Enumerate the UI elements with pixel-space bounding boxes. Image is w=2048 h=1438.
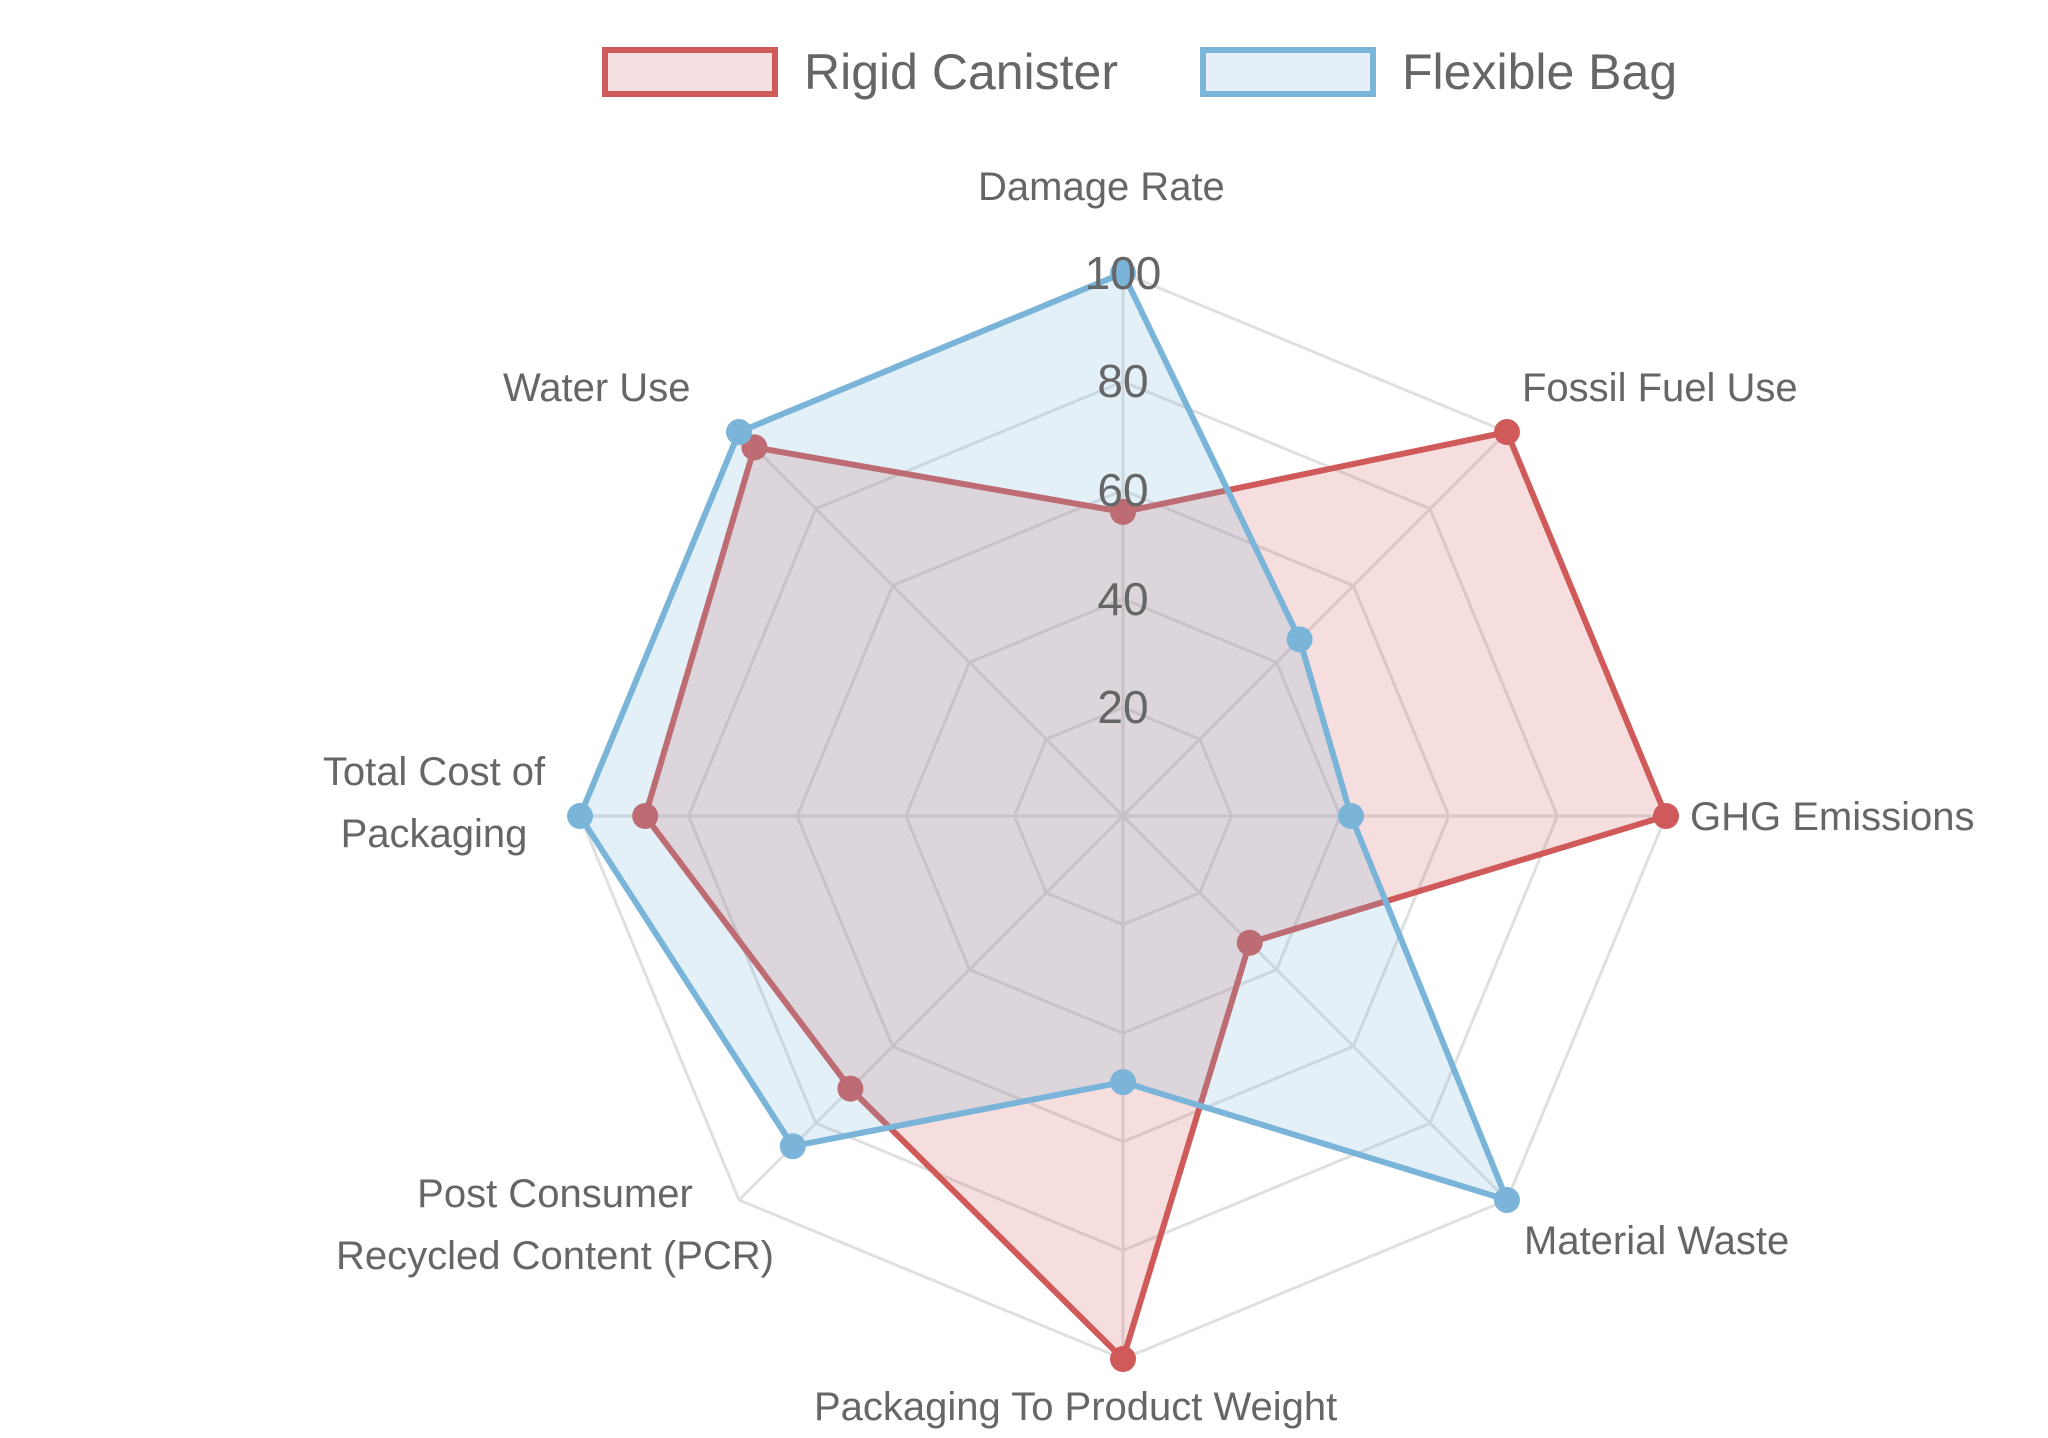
legend-item-flexible-bag[interactable]: Flexible Bag xyxy=(1200,43,1677,101)
data-point-flexible-bag[interactable] xyxy=(726,419,753,446)
data-point-flexible-bag[interactable] xyxy=(1110,260,1136,286)
data-point-flexible-bag[interactable] xyxy=(779,1133,806,1160)
data-point-rigid-canister[interactable] xyxy=(1110,498,1136,525)
grid-spoke xyxy=(737,814,1125,1202)
axis-label-water-use: Water Use xyxy=(503,366,691,410)
data-point-rigid-canister[interactable] xyxy=(837,1075,864,1102)
axis-label-total-cost-line2: Packaging xyxy=(340,812,528,856)
data-point-flexible-bag[interactable] xyxy=(567,803,593,829)
axis-label-packaging-to-product-weight: Packaging To Product Weight xyxy=(814,1385,1338,1429)
grid-spoke xyxy=(1121,814,1509,1202)
data-point-flexible-bag[interactable] xyxy=(1493,1186,1520,1213)
axis-label-fossil-fuel-use: Fossil Fuel Use xyxy=(1522,366,1798,410)
data-point-rigid-canister[interactable] xyxy=(1493,419,1520,446)
tick-label-40: 40 xyxy=(1097,573,1149,625)
data-point-rigid-canister[interactable] xyxy=(632,803,659,829)
axis-label-pcr-line1: Post Consumer xyxy=(417,1172,693,1216)
legend-item-rigid-canister[interactable]: Rigid Canister xyxy=(602,43,1118,101)
legend-swatch-flexible-bag xyxy=(1200,47,1376,97)
tick-label-20: 20 xyxy=(1097,681,1149,733)
data-point-flexible-bag[interactable] xyxy=(1338,803,1365,829)
series-flexible-bag xyxy=(567,260,1520,1213)
tick-label-60: 60 xyxy=(1097,464,1149,516)
data-point-rigid-canister[interactable] xyxy=(1236,929,1263,956)
data-point-flexible-bag[interactable] xyxy=(1286,626,1313,653)
axis-label-total-cost-line1: Total Cost of xyxy=(322,750,546,794)
axis-label-material-waste: Material Waste xyxy=(1524,1219,1790,1263)
legend-label: Flexible Bag xyxy=(1402,44,1678,100)
chart-legend: Rigid Canister Flexible Bag xyxy=(0,43,2048,101)
axis-label-damage-rate: Damage Rate xyxy=(978,165,1225,209)
grid-spoke xyxy=(737,430,1125,818)
grid-spoke xyxy=(1121,430,1509,818)
legend-label: Rigid Canister xyxy=(804,44,1119,100)
data-point-rigid-canister[interactable] xyxy=(1653,803,1679,829)
axis-label-ghg-emissions: GHG Emissions xyxy=(1690,795,1975,839)
data-point-flexible-bag[interactable] xyxy=(1110,1069,1136,1096)
axis-label-pcr-line2: Recycled Content (PCR) xyxy=(336,1234,774,1278)
legend-swatch-rigid-canister xyxy=(602,47,778,97)
radar-series xyxy=(567,260,1679,1372)
tick-label-80: 80 xyxy=(1097,355,1149,407)
tick-label-100: 100 xyxy=(1084,247,1162,299)
data-point-rigid-canister[interactable] xyxy=(1110,1346,1136,1372)
